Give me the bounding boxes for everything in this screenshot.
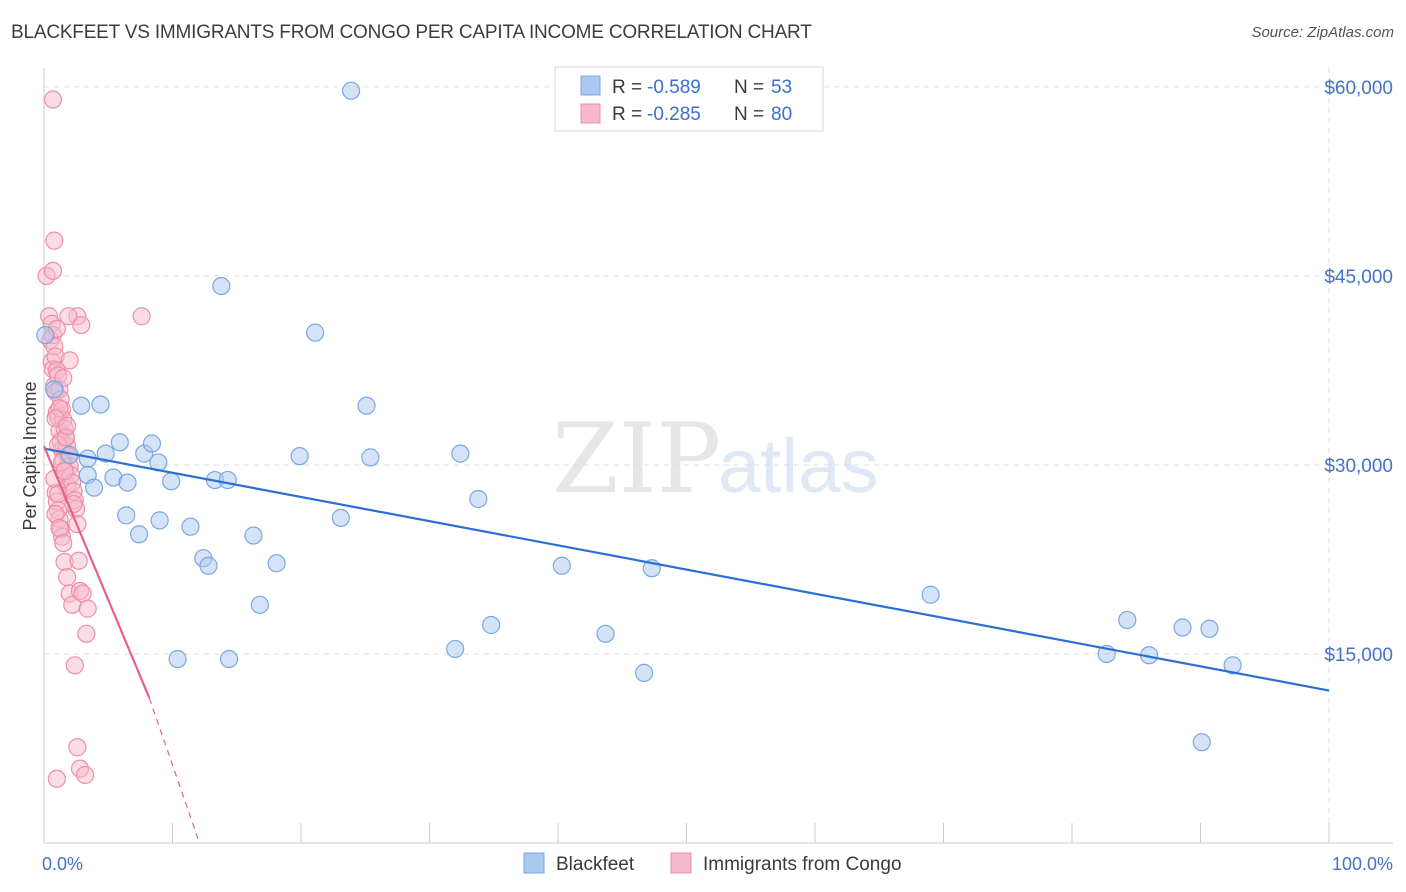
legend-top: R = -0.589 N = 53 R = -0.285 N = 80 bbox=[554, 66, 824, 132]
y-tick-label-3: $60,000 bbox=[1324, 78, 1393, 99]
blackfeet-point-48 bbox=[1173, 618, 1192, 637]
congo-point-71 bbox=[54, 533, 73, 553]
y-tick-label-0: $15,000 bbox=[1324, 645, 1393, 666]
congo-trend-line bbox=[42, 445, 151, 699]
blackfeet-point-0 bbox=[36, 326, 55, 345]
congo-point-73 bbox=[72, 315, 91, 335]
legend-row2-n-label: N = bbox=[734, 104, 764, 125]
bottom-legend-blackfeet-swatch bbox=[523, 852, 545, 874]
congo-point-29 bbox=[47, 769, 66, 788]
blackfeet-point-15 bbox=[142, 434, 162, 453]
blackfeet-point-36 bbox=[446, 639, 465, 659]
blackfeet-point-1 bbox=[45, 380, 64, 399]
blackfeet-point-41 bbox=[596, 624, 615, 643]
axes bbox=[43, 68, 1393, 844]
blackfeet-point-13 bbox=[129, 525, 149, 544]
blackfeet-point-24 bbox=[212, 276, 231, 296]
legend-row2-r-value: -0.285 bbox=[647, 104, 701, 125]
source-label: Source: ZipAtlas.com bbox=[1251, 24, 1394, 41]
blackfeet-point-19 bbox=[168, 649, 187, 669]
congo-point-59 bbox=[78, 599, 97, 618]
congo-point-26 bbox=[65, 656, 84, 675]
gridlines bbox=[44, 68, 1393, 843]
blackfeet-point-8 bbox=[96, 444, 115, 463]
congo-point-30 bbox=[76, 765, 95, 785]
congo-point-27 bbox=[68, 738, 87, 757]
blackfeet-point-20 bbox=[181, 517, 200, 536]
congo-point-55 bbox=[69, 551, 88, 570]
legend-row2-n-value: 80 bbox=[771, 104, 792, 125]
blackfeet-point-28 bbox=[250, 595, 269, 614]
bottom-legend-congo-label: Immigrants from Congo bbox=[703, 854, 902, 875]
y-axis-label: Per Capita Income bbox=[20, 381, 40, 530]
congo-point-33 bbox=[43, 261, 63, 280]
watermark-zip: ZIP bbox=[552, 403, 721, 515]
congo-point-72 bbox=[59, 307, 78, 326]
blackfeet-point-42 bbox=[634, 663, 654, 682]
congo-point-77 bbox=[55, 462, 74, 481]
watermark-atlas: atlas bbox=[718, 424, 879, 509]
congo-point-57 bbox=[73, 584, 92, 603]
blackfeet-point-46 bbox=[1118, 610, 1137, 630]
congo-point-61 bbox=[60, 351, 79, 370]
congo-point-70 bbox=[50, 518, 69, 538]
y-tick-label-2: $45,000 bbox=[1324, 267, 1393, 288]
blackfeet-point-27 bbox=[244, 526, 263, 545]
blackfeet-point-30 bbox=[290, 447, 309, 466]
blackfeet-point-17 bbox=[150, 511, 169, 530]
y-tick-labels: $15,000 $30,000 $45,000 $60,000 bbox=[1324, 78, 1393, 666]
congo-point-58 bbox=[77, 624, 96, 643]
blackfeet-point-4 bbox=[72, 396, 91, 415]
blackfeet-point-12 bbox=[118, 473, 137, 492]
blackfeet-point-7 bbox=[91, 395, 110, 414]
blackfeet-point-37 bbox=[451, 444, 470, 463]
series-congo-points bbox=[37, 90, 151, 788]
legend-row2-r-label: R = bbox=[612, 104, 642, 125]
blackfeet-point-38 bbox=[469, 489, 488, 509]
congo-point-31 bbox=[43, 90, 63, 109]
x-tick-label-min: 0.0% bbox=[42, 854, 83, 874]
legend-blackfeet-swatch bbox=[580, 75, 601, 96]
congo-point-79 bbox=[58, 416, 77, 435]
blackfeet-point-40 bbox=[552, 556, 571, 575]
blackfeet-point-44 bbox=[921, 585, 940, 604]
blackfeet-point-31 bbox=[306, 323, 325, 342]
blackfeet-point-39 bbox=[482, 615, 501, 635]
x-tick-label-max: 100.0% bbox=[1332, 854, 1393, 874]
blackfeet-point-25 bbox=[218, 470, 237, 490]
chart-title: BLACKFEET VS IMMIGRANTS FROM CONGO PER C… bbox=[11, 22, 812, 43]
blackfeet-point-50 bbox=[1200, 619, 1219, 638]
trend-lines bbox=[42, 445, 1330, 844]
bottom-legend-blackfeet-label: Blackfeet bbox=[556, 854, 635, 875]
congo-point-74 bbox=[132, 307, 151, 326]
blackfeet-point-49 bbox=[1192, 733, 1211, 752]
blackfeet-trend-line bbox=[43, 447, 1330, 692]
blackfeet-point-33 bbox=[342, 81, 361, 100]
blackfeet-point-34 bbox=[357, 396, 376, 415]
blackfeet-point-32 bbox=[331, 508, 350, 527]
congo-trend-extension bbox=[148, 697, 201, 844]
blackfeet-point-22 bbox=[199, 556, 218, 575]
blackfeet-point-11 bbox=[117, 506, 136, 525]
congo-point-32 bbox=[45, 231, 64, 250]
blackfeet-point-29 bbox=[267, 554, 286, 573]
legend-row1-n-label: N = bbox=[734, 77, 764, 98]
legend-congo-swatch bbox=[580, 103, 601, 124]
legend-row1-n-value: 53 bbox=[771, 77, 792, 98]
y-tick-label-1: $30,000 bbox=[1324, 456, 1393, 477]
blackfeet-point-6 bbox=[85, 478, 104, 497]
bottom-legend-congo-swatch bbox=[670, 852, 692, 874]
blackfeet-point-18 bbox=[162, 472, 181, 491]
blackfeet-point-10 bbox=[110, 433, 129, 452]
congo-point-23 bbox=[58, 568, 77, 587]
legend-bottom: Blackfeet Immigrants from Congo bbox=[523, 852, 902, 875]
legend-row1-r-label: R = bbox=[612, 77, 642, 98]
blackfeet-point-35 bbox=[361, 448, 380, 467]
blackfeet-point-51 bbox=[1223, 656, 1242, 675]
blackfeet-point-26 bbox=[219, 649, 239, 669]
legend-row1-r-value: -0.589 bbox=[647, 77, 701, 98]
